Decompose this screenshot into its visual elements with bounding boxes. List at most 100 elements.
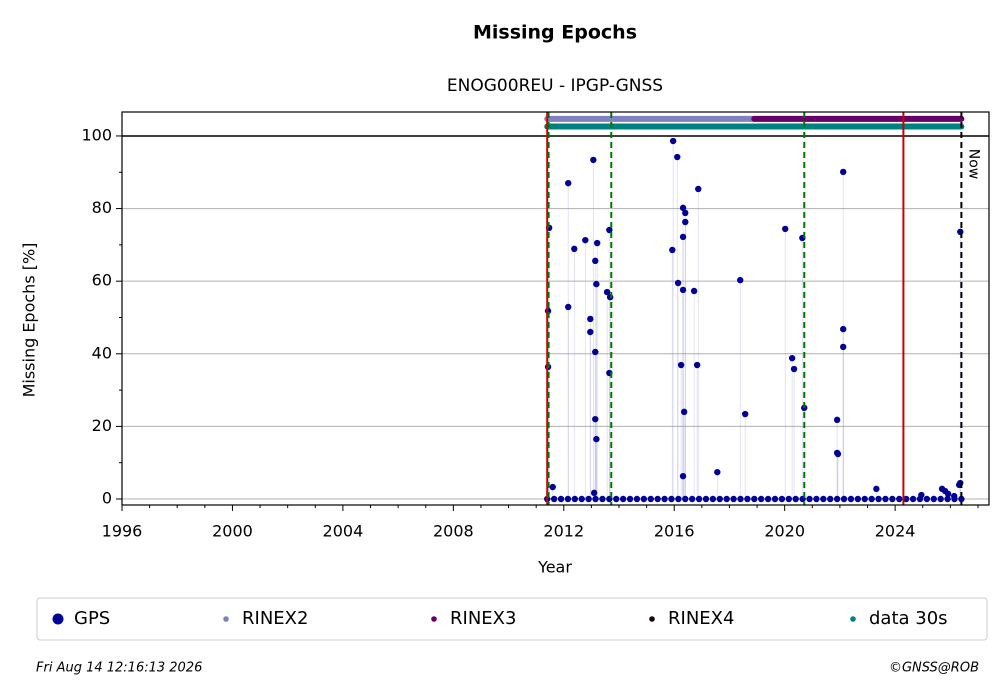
data-point [758,495,765,503]
data-point [737,276,744,284]
data-point [613,495,620,503]
data-point [690,287,698,295]
data-point [654,495,661,503]
data-point [840,343,847,351]
legend-marker [431,616,437,622]
data-point [923,495,931,503]
y-tick-label: 40 [92,343,112,362]
data-point [599,495,606,503]
legend-label: RINEX4 [668,608,734,629]
data-point [813,495,820,503]
data-point [564,495,572,503]
data-point [668,495,675,503]
data-point [682,209,689,217]
data-point [582,236,589,244]
data-point [889,495,896,503]
data-point [937,495,944,503]
data-point [626,495,634,503]
data-point [679,286,687,294]
data-point [709,495,717,503]
data-point [741,410,749,418]
data-point [806,495,813,503]
legend-marker [52,613,64,625]
x-tick-label: 1996 [102,522,143,541]
data-point [854,495,862,503]
data-point [674,153,681,161]
data-point [633,495,641,503]
data-point [957,228,964,236]
data-point [778,495,786,503]
data-point [916,495,924,503]
data-point [909,495,917,503]
data-point [788,354,796,362]
data-point [619,495,627,503]
legend-marker [223,616,229,622]
legend-label: RINEX2 [242,608,308,629]
data-point [679,233,687,241]
data-point [827,495,834,503]
data-point [902,495,910,503]
x-tick-label: 2024 [875,522,916,541]
data-point [593,239,601,247]
data-point [833,416,841,424]
data-point [592,415,599,423]
data-point [847,495,855,503]
data-point [592,495,599,503]
data-point [764,495,772,503]
x-tick-label: 2004 [323,522,364,541]
data-point [578,495,585,503]
data-point [571,245,578,253]
data-point [590,489,598,497]
data-point [557,495,565,503]
data-point [861,495,868,503]
data-point [661,495,668,503]
data-point [840,168,847,176]
data-point [771,495,779,503]
data-point [730,495,737,503]
data-point [785,495,793,503]
data-point [896,495,903,503]
data-point [593,435,600,443]
data-point [679,204,687,212]
data-point [875,495,882,503]
data-point [958,495,965,503]
data-point [669,246,676,254]
y-axis-label: Missing Epochs [%] [20,243,39,398]
data-point [565,303,572,311]
data-point [679,472,687,480]
data-point [702,495,710,503]
data-point [606,293,614,301]
data-point [587,328,594,336]
data-point [792,495,799,503]
legend-box [36,597,988,641]
chart-title: Missing Epochs [473,22,637,44]
data-point [585,495,592,503]
data-point [833,495,841,503]
data-point [944,490,952,498]
x-tick-label: 2020 [764,522,805,541]
data-point [549,483,556,491]
data-point [951,495,958,503]
footer-credit: ©GNSS@ROB [889,661,979,676]
data-point [640,495,648,503]
data-point [571,495,579,503]
x-axis-label: Year [537,558,572,577]
data-point [677,361,685,369]
legend-label: data 30s [869,608,948,629]
data-point [603,288,611,296]
data-point [873,485,880,493]
data-point [565,179,572,187]
y-tick-label: 100 [81,125,112,144]
data-point [587,315,594,323]
data-point [716,495,723,503]
legend-label: RINEX3 [450,608,516,629]
data-point [669,137,677,145]
data-point [688,495,696,503]
x-tick-label: 2008 [433,522,474,541]
x-tick-label: 2012 [543,522,584,541]
legend-label: GPS [74,608,110,629]
data-point [723,495,730,503]
data-point [751,495,758,503]
data-point [737,495,744,503]
